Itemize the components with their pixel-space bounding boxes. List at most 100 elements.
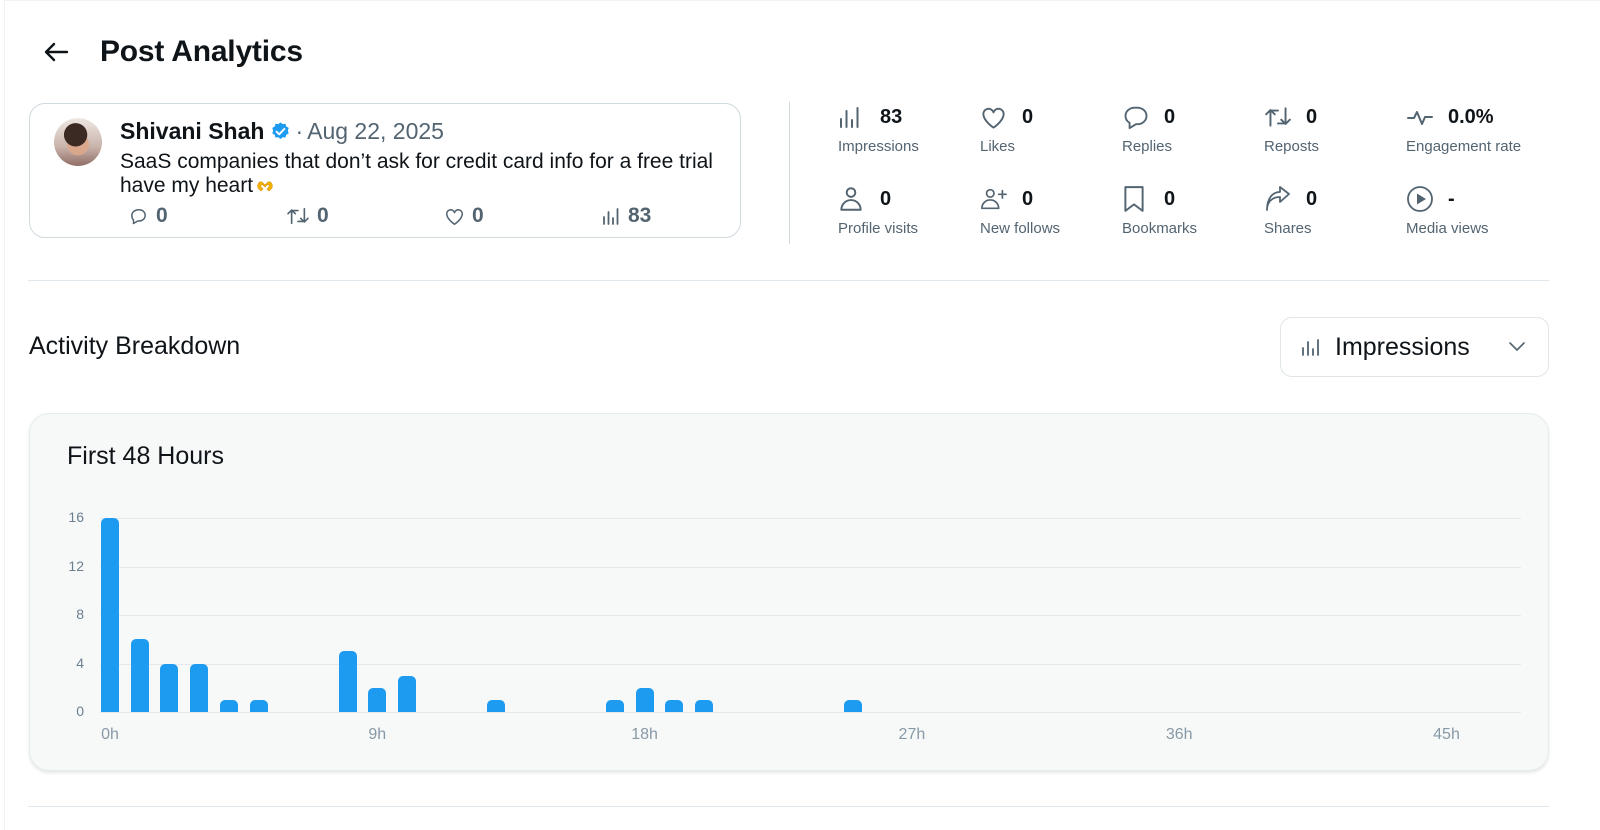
reply-bubble-icon: [131, 209, 146, 225]
stat-label: Replies: [1122, 138, 1173, 155]
repost-icon: [287, 207, 309, 225]
avatar[interactable]: [54, 118, 102, 166]
stat-label: Engagement rate: [1406, 138, 1522, 155]
stat-label: Shares: [1264, 220, 1312, 237]
gridline: [100, 566, 1521, 568]
stat-value: 0: [1306, 105, 1318, 128]
y-axis-tick: 0: [76, 703, 84, 719]
chart-card: First 48 Hours 0 4 8 12 16 0h 9h 18h 27h 36h 45h: [29, 413, 1549, 771]
gridline: [100, 518, 1521, 519]
like-count: 0: [472, 204, 484, 227]
chart-bar[interactable]: [368, 687, 387, 712]
bar-chart: 0 4 8 12 16 0h 9h 18h 27h 36h 45h: [30, 414, 1550, 772]
x-axis-tick: 9h: [368, 726, 387, 743]
metric-select-value: Impressions: [1335, 332, 1470, 361]
x-axis-tick: 36h: [1165, 726, 1193, 743]
heart-icon: [980, 103, 1008, 131]
post-card[interactable]: Shivani Shah · Aug 22, 2025 SaaS compani…: [29, 103, 741, 238]
back-button[interactable]: [40, 36, 72, 68]
stat-value: 0: [880, 187, 892, 210]
x-axis-tick: 45h: [1433, 726, 1460, 743]
stat-value: 0: [1022, 105, 1034, 128]
repost-count: 0: [317, 204, 329, 227]
reply-button[interactable]: 0: [128, 204, 168, 228]
chart-bar[interactable]: [843, 699, 862, 712]
chart-bar[interactable]: [190, 663, 209, 712]
stat-replies: 0 Replies: [1122, 102, 1262, 162]
author-name[interactable]: Shivani Shah: [120, 118, 265, 144]
y-axis-tick: 16: [68, 509, 84, 525]
post-metrics: 0 0 0 83: [126, 204, 686, 232]
y-axis-tick: 4: [76, 654, 84, 671]
stat-label: Bookmarks: [1122, 220, 1198, 237]
chart-bar[interactable]: [219, 699, 238, 712]
person-add-icon: [980, 185, 1008, 213]
stat-profile-visits: 0 Profile visits: [838, 184, 978, 244]
chart-bar[interactable]: [635, 687, 654, 712]
chart-bar[interactable]: [338, 651, 357, 712]
chart-bar[interactable]: [249, 699, 268, 712]
stat-impressions: 83 Impressions: [838, 102, 978, 162]
stat-value: 83: [880, 105, 903, 128]
post-text-content: SaaS companies that don’t ask for credit…: [120, 150, 713, 197]
person-icon: [838, 185, 866, 213]
play-circle-icon: [1406, 185, 1434, 213]
page-header: Post Analytics: [40, 30, 303, 74]
stat-new-follows: 0 New follows: [980, 184, 1120, 244]
x-axis-tick: 0h: [101, 726, 119, 743]
post-text: SaaS companies that don’t ask for credit…: [120, 150, 720, 198]
arrow-left-icon: [44, 42, 69, 62]
stat-label: Impressions: [838, 138, 919, 155]
page-title: Post Analytics: [100, 35, 303, 68]
verified-badge-icon: [272, 122, 290, 139]
stat-value: 0: [1306, 187, 1318, 210]
y-axis-tick: 8: [76, 606, 84, 622]
post-date-separator: ·: [295, 118, 304, 144]
bar-chart-icon: [1302, 339, 1319, 356]
reply-bubble-icon: [1122, 103, 1150, 131]
stat-label: Likes: [980, 138, 1016, 155]
chart-bar[interactable]: [487, 699, 506, 712]
activity-breakdown-title: Activity Breakdown: [29, 332, 241, 360]
section-divider: [28, 280, 1549, 281]
bookmark-icon: [1122, 185, 1150, 213]
x-axis-tick: 27h: [898, 726, 926, 743]
bar-chart-icon: [838, 103, 866, 131]
metric-select-dropdown[interactable]: Impressions: [1280, 317, 1549, 377]
repost-button[interactable]: 0: [286, 204, 329, 228]
chart-bar[interactable]: [665, 699, 684, 712]
like-button[interactable]: 0: [444, 204, 484, 228]
chart-bar[interactable]: [101, 518, 119, 712]
stat-value: 0: [1022, 187, 1034, 210]
heart-icon: [445, 208, 464, 225]
pulse-icon: [1406, 103, 1434, 131]
post-date[interactable]: Aug 22, 2025: [307, 118, 444, 144]
stat-likes: 0 Likes: [980, 102, 1120, 162]
gridline: [100, 615, 1521, 616]
y-axis-tick: 12: [68, 557, 84, 574]
stat-label: Media views: [1406, 220, 1489, 237]
gridline: [100, 712, 1521, 713]
chart-bar[interactable]: [695, 699, 713, 712]
chart-title: First 48 Hours: [67, 442, 224, 470]
stat-label: Profile visits: [838, 220, 919, 237]
stat-reposts: 0 Reposts: [1264, 102, 1404, 162]
stat-label: New follows: [980, 220, 1061, 237]
gridline: [100, 663, 1521, 665]
vertical-divider: [789, 102, 790, 244]
chevron-down-icon: [1509, 342, 1525, 351]
repost-icon: [1264, 103, 1292, 131]
stat-engagement-rate: 0.0% Engagement rate: [1406, 102, 1576, 162]
stat-value: -: [1448, 187, 1455, 210]
bottom-divider: [28, 806, 1549, 807]
stat-value: 0: [1164, 187, 1176, 210]
views-count: 83: [628, 204, 652, 227]
stat-bookmarks: 0 Bookmarks: [1122, 184, 1262, 244]
x-axis-tick: 18h: [631, 726, 658, 743]
heart-hands-emoji-icon: [257, 181, 273, 192]
chart-bar[interactable]: [398, 675, 416, 712]
chart-bar[interactable]: [160, 663, 179, 712]
chart-bar[interactable]: [130, 639, 149, 712]
views-button[interactable]: 83: [602, 204, 651, 228]
chart-bar[interactable]: [605, 699, 624, 712]
